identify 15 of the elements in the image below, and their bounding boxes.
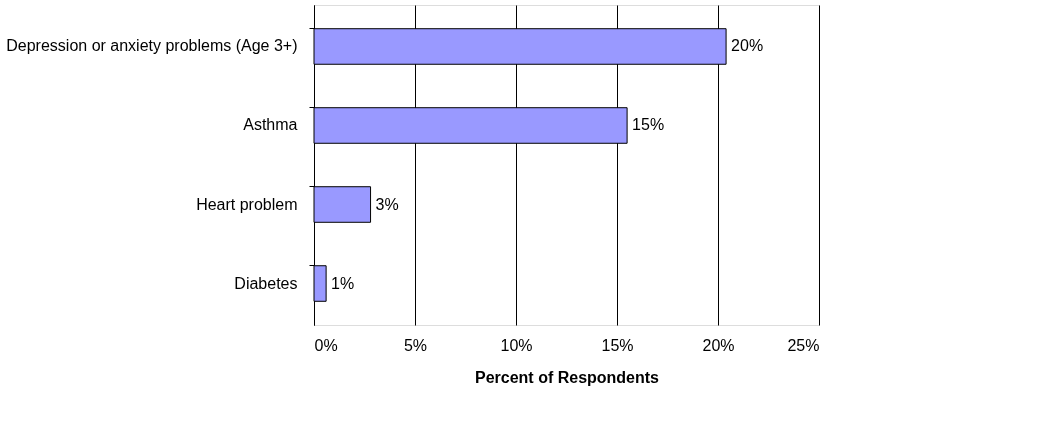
x-tick-label: 5% [403, 336, 428, 354]
data-label: 20% [731, 37, 764, 55]
x-tick-label: 0% [314, 336, 338, 354]
y-tick-label: Asthma [243, 116, 298, 134]
x-tick-label: 10% [500, 336, 533, 354]
x-tick-label: 15% [601, 336, 634, 354]
y-tick-label: Diabetes [234, 274, 298, 292]
y-tick-label: Depression or anxiety problems (Age 3+) [6, 37, 298, 55]
data-label: 3% [375, 195, 399, 213]
y-tick-label: Heart problem [196, 195, 298, 213]
x-axis-title: Percent of Respondents [474, 368, 660, 386]
x-tick-label: 25% [787, 336, 820, 354]
data-label: 1% [331, 274, 355, 292]
x-tick-label: 20% [702, 336, 735, 354]
data-label: 15% [632, 116, 665, 134]
